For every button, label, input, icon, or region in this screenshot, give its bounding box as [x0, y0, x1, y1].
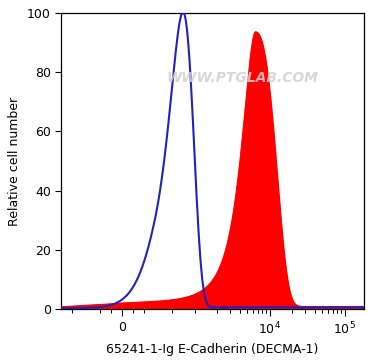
Y-axis label: Relative cell number: Relative cell number: [8, 96, 21, 226]
Text: WWW.PTGLAB.COM: WWW.PTGLAB.COM: [167, 71, 318, 85]
X-axis label: 65241-1-Ig E-Cadherin (DECMA-1): 65241-1-Ig E-Cadherin (DECMA-1): [106, 343, 318, 356]
